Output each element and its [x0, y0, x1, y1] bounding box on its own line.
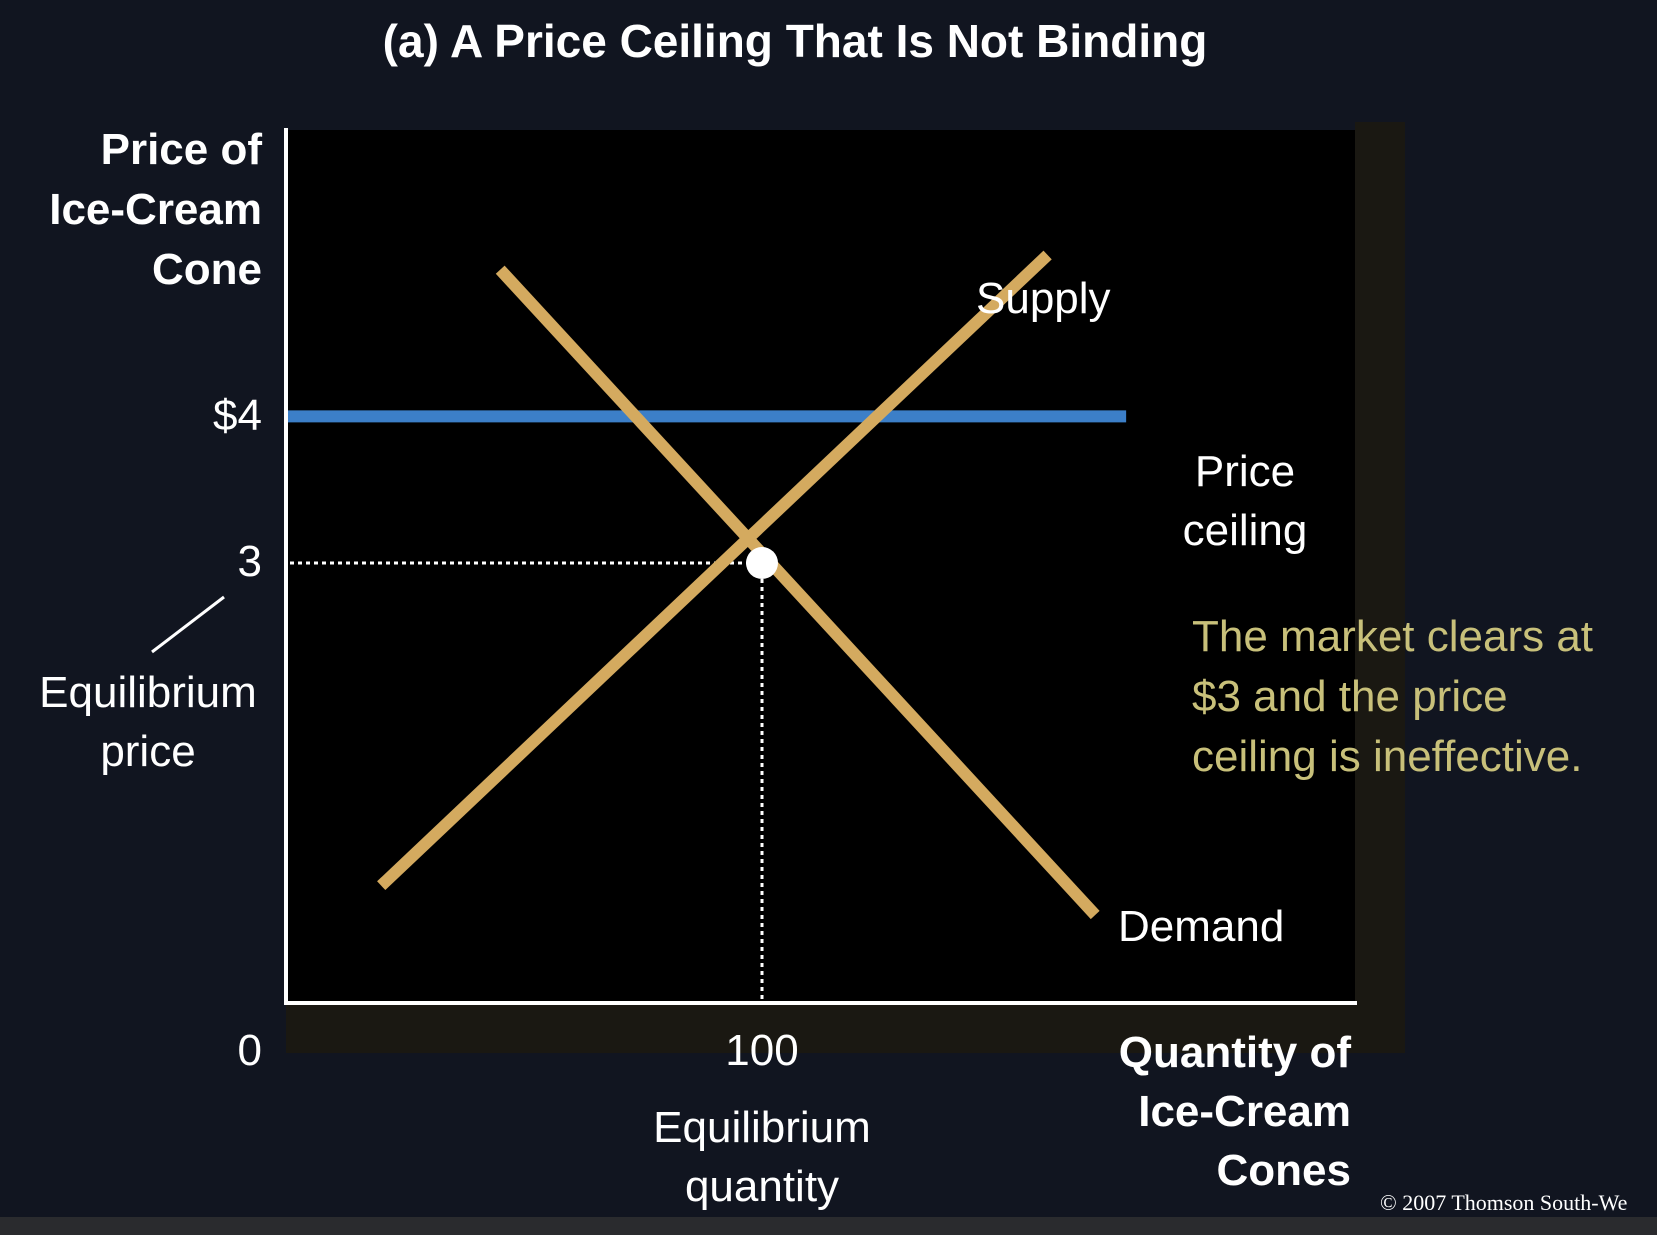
plot-shadow-bottom — [286, 1003, 1405, 1053]
y-axis-label-line-3: Cone — [152, 245, 262, 294]
x-axis-label-line-3: Cones — [1216, 1146, 1351, 1195]
equilibrium-price-pointer — [151, 595, 225, 654]
equilibrium-quantity-label-line-1: Equilibrium — [653, 1103, 871, 1152]
x-axis-label: Quantity of Ice-Cream Cones — [931, 1023, 1351, 1200]
equilibrium-price-label: Equilibrium price — [18, 663, 278, 781]
x-axis-label-line-2: Ice-Cream — [1138, 1087, 1351, 1136]
equilibrium-quantity-label: Equilibrium quantity — [612, 1098, 912, 1216]
price-ceiling-label-line-1: Price — [1194, 447, 1296, 496]
bottom-bar — [0, 1217, 1657, 1235]
price-ceiling-label-line-2: ceiling — [1182, 506, 1308, 555]
equilibrium-point — [746, 547, 778, 579]
supply-curve — [377, 250, 1052, 891]
y-axis-label-line-2: Ice-Cream — [49, 185, 262, 234]
y-axis-label-line-1: Price of — [100, 125, 262, 174]
copyright-notice: © 2007 Thomson South-We — [1380, 1190, 1628, 1215]
demand-curve — [495, 265, 1100, 920]
annotation-line-1: The market clears at — [1192, 612, 1594, 661]
plot-shadow-right — [1355, 122, 1405, 1052]
annotation-line-3: ceiling is ineffective. — [1192, 732, 1583, 781]
y-tick-label-3: 3 — [237, 537, 262, 586]
chart-title: (a) A Price Ceiling That Is Not Binding — [382, 15, 1208, 67]
x-axis-label-line-1: Quantity of — [1118, 1028, 1351, 1077]
annotation-line-2: $3 and the price — [1192, 672, 1508, 721]
demand-curve-label: Demand — [1118, 902, 1285, 951]
y-axis-label: Price of Ice-Cream Cone — [0, 120, 262, 300]
supply-curve-label: Supply — [976, 274, 1111, 323]
plot-background — [286, 130, 1355, 1003]
origin-label: 0 — [237, 1026, 262, 1075]
equilibrium-price-label-line-1: Equilibrium — [39, 668, 257, 717]
market-annotation: The market clears at $3 and the price ce… — [1192, 607, 1657, 787]
price-ceiling-label: Price ceiling — [1170, 442, 1320, 560]
y-tick-label-4: $4 — [213, 391, 262, 441]
equilibrium-price-label-line-2: price — [100, 727, 196, 776]
x-tick-label-100: 100 — [725, 1026, 799, 1075]
equilibrium-quantity-label-line-2: quantity — [684, 1162, 840, 1211]
